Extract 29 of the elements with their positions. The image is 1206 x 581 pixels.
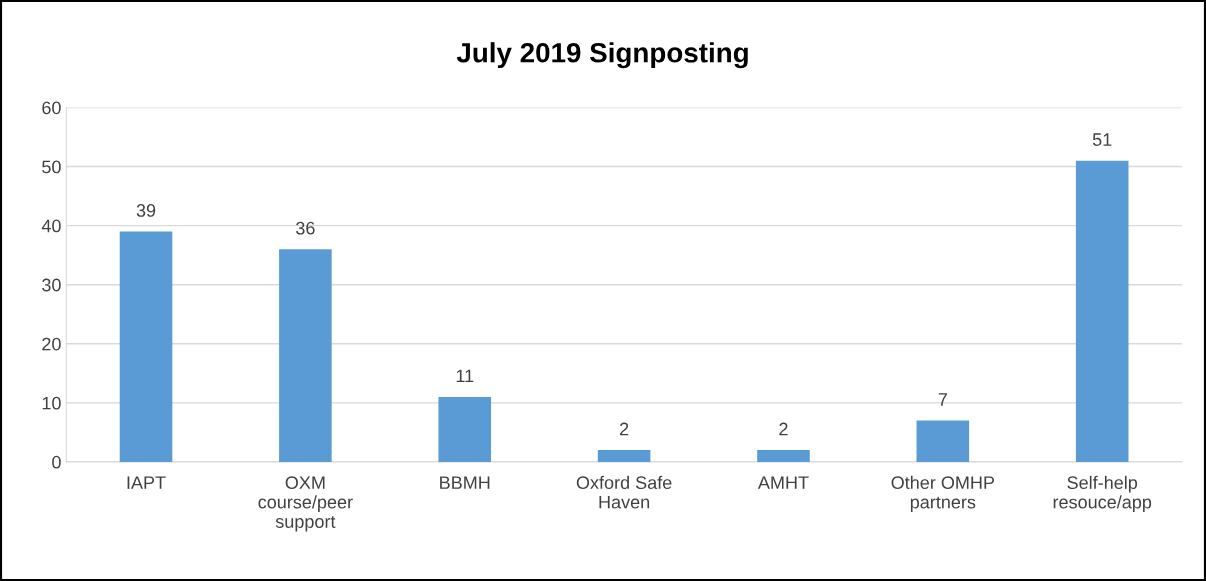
chart-title: July 2019 Signposting xyxy=(456,42,748,69)
data-label: 11 xyxy=(456,369,474,383)
bar xyxy=(1075,160,1129,462)
data-label: 7 xyxy=(938,393,947,406)
bar xyxy=(757,450,810,462)
x-tick-label: BBMH xyxy=(440,476,490,489)
data-label: 2 xyxy=(619,422,629,436)
y-tick-label: 10 xyxy=(42,396,61,410)
data-label: 2 xyxy=(779,422,788,436)
x-tick-label: Self-help resouce/app xyxy=(1053,475,1152,513)
bar xyxy=(279,249,332,462)
x-tick-label: Other OMHP partners xyxy=(891,475,995,513)
y-tick-label: 0 xyxy=(52,455,61,469)
y-tick-label: 40 xyxy=(41,219,61,233)
data-label: 39 xyxy=(136,204,156,217)
x-tick-label: AMHT xyxy=(757,476,809,489)
y-tick-label: 60 xyxy=(42,101,61,115)
bar xyxy=(119,231,173,462)
bar xyxy=(916,420,970,462)
data-label: 36 xyxy=(296,221,315,235)
data-label: 51 xyxy=(1092,133,1112,146)
x-tick-label: IAPT xyxy=(127,476,166,489)
y-tick-label: 50 xyxy=(42,160,61,174)
y-tick-label: 20 xyxy=(42,337,61,351)
bar xyxy=(438,396,492,462)
y-tick-label: 30 xyxy=(42,278,61,292)
x-tick-label: OXM course/peer support xyxy=(258,476,353,532)
bar xyxy=(597,450,651,462)
x-tick-label: Oxford Safe Haven xyxy=(576,475,672,509)
